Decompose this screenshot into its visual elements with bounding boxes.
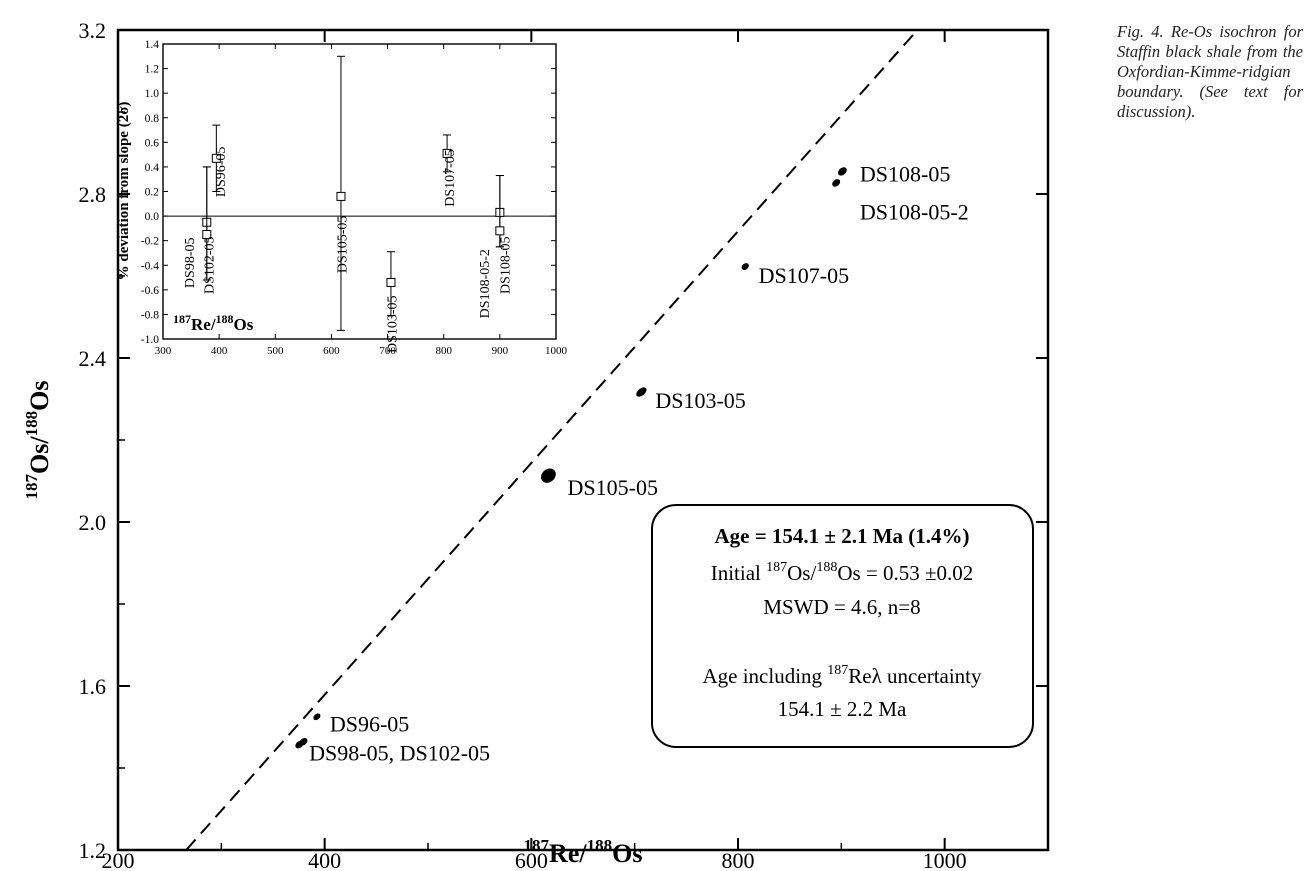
inset-x-tick-label: 900 bbox=[492, 345, 509, 357]
annotation-age-including-value: 154.1 ± 2.2 Ma bbox=[778, 697, 907, 721]
inset-point-label: DS108-05 bbox=[498, 236, 513, 294]
inset-x-tick-label: 800 bbox=[435, 345, 452, 357]
point-label: DS108-05 bbox=[860, 162, 950, 187]
inset-y-tick-label: 0.0 bbox=[145, 211, 160, 223]
inset-x-tick-label: 700 bbox=[379, 345, 396, 357]
y-tick-label: 2.4 bbox=[79, 346, 107, 371]
inset-plot: 300 400 500 600 700 800 900 1000 -1.0 -0.8 -0.6 -0.… bbox=[116, 39, 568, 357]
annotation-age: Age = 154.1 ± 2.1 Ma (1.4%) bbox=[714, 524, 969, 548]
inset-x-tick-label: 500 bbox=[267, 345, 284, 357]
data-point-ellipse bbox=[313, 713, 321, 721]
inset-point bbox=[386, 277, 396, 287]
point-label: DS103-05 bbox=[655, 388, 745, 413]
y-tick-label: 2.0 bbox=[79, 510, 107, 535]
inset-point bbox=[495, 226, 505, 236]
y-axis-label: 187Os/188Os bbox=[22, 381, 54, 500]
data-point-ellipse bbox=[832, 179, 841, 187]
point-label: DS98-05, DS102-05 bbox=[309, 740, 490, 765]
inset-y-tick-label: 0.4 bbox=[145, 162, 160, 174]
inset-points-group bbox=[202, 55, 505, 331]
isochron-line bbox=[185, 29, 919, 851]
inset-point-label: DS102-05 bbox=[203, 236, 218, 294]
figure-caption: Fig. 4. Re-Os isochron for Staffin black… bbox=[1117, 22, 1303, 121]
x-tick-label: 600 bbox=[515, 848, 548, 871]
data-point-ellipse bbox=[299, 737, 308, 746]
inset-x-tick-label: 600 bbox=[323, 345, 340, 357]
data-point-ellipse bbox=[837, 167, 847, 176]
isochron-line-group bbox=[185, 29, 919, 851]
inset-y-tick-label: -0.8 bbox=[141, 309, 159, 321]
data-point-ellipse bbox=[741, 263, 749, 271]
point-label: DS96-05 bbox=[330, 712, 409, 737]
inset-y-tick-label: -0.6 bbox=[141, 285, 159, 297]
inset-y-axis-label: % deviation from slope (2σ) bbox=[116, 102, 132, 281]
point-label: DS107-05 bbox=[759, 263, 849, 288]
inset-labels-group: DS98-05 DS102-05 DS96-05 DS105-05 DS103-05 DS… bbox=[183, 147, 514, 353]
inset-point-label: DS103-05 bbox=[386, 295, 401, 353]
x-tick-label: 200 bbox=[102, 848, 135, 871]
inset-point-label: DS107-05 bbox=[443, 149, 458, 207]
annotation-frame bbox=[651, 504, 1034, 748]
inset-point-label: DS98-05 bbox=[183, 238, 198, 289]
y-tick-label: 1.6 bbox=[79, 674, 107, 699]
y-tick-label: 2.8 bbox=[79, 182, 107, 207]
x-axis-label: 187Re/188Os bbox=[524, 836, 643, 868]
inset-point-label: DS105-05 bbox=[336, 216, 351, 274]
point-label: DS108-05-2 bbox=[860, 200, 969, 225]
data-points-group bbox=[295, 167, 847, 749]
x-tick-label: 400 bbox=[308, 848, 341, 871]
inset-y-tick-label: 1.0 bbox=[145, 88, 160, 100]
inset-y-tick-label: 0.2 bbox=[145, 187, 160, 199]
inset-y-tick-label: -0.4 bbox=[141, 260, 159, 272]
data-point-ellipse bbox=[636, 387, 647, 397]
inset-point bbox=[211, 153, 221, 163]
annotation-mswd: MSWD = 4.6, n=8 bbox=[763, 595, 920, 619]
inset-y-tick-label: -1.0 bbox=[141, 334, 159, 346]
x-tick-label: 1000 bbox=[923, 848, 967, 871]
age-annotation-box: Age = 154.1 ± 2.1 Ma (1.4%) Initial 187O… bbox=[651, 504, 1034, 748]
inset-y-tick-label: -0.2 bbox=[141, 236, 159, 248]
main-axis-ticks: 200 400 600 800 1000 1.2 1.6 2.0 2.4 2.8 3.2 bbox=[79, 18, 1048, 871]
inset-point-label: DS96-05 bbox=[214, 147, 229, 198]
inset-point bbox=[202, 230, 212, 240]
point-label: DS105-05 bbox=[568, 475, 658, 500]
inset-point bbox=[442, 148, 452, 158]
annotation-initial: Initial 187Os/188Os = 0.53 ±0.02 bbox=[711, 560, 974, 585]
inset-y-tick-label: 1.4 bbox=[145, 39, 160, 51]
annotation-age-including: Age including 187Reλ uncertainty bbox=[702, 663, 982, 688]
point-labels-group: DS108-05 DS108-05-2 DS107-05 DS103-05 DS105-… bbox=[309, 162, 969, 766]
inset-x-axis-label: 187Re/188Os bbox=[173, 312, 254, 334]
y-tick-label: 1.2 bbox=[79, 838, 107, 863]
inset-point bbox=[336, 191, 346, 201]
y-tick-label: 3.2 bbox=[79, 18, 107, 43]
inset-plot-frame bbox=[162, 43, 557, 340]
inset-x-tick-label: 1000 bbox=[545, 345, 568, 357]
inset-x-tick-label: 400 bbox=[211, 345, 228, 357]
data-point-ellipse bbox=[540, 468, 556, 483]
x-tick-label: 800 bbox=[722, 848, 755, 871]
inset-y-tick-label: 0.6 bbox=[145, 137, 160, 149]
inset-x-tick-label: 300 bbox=[155, 345, 172, 357]
inset-y-tick-label: 1.2 bbox=[145, 64, 160, 76]
inset-axis-ticks: 300 400 500 600 700 800 900 1000 -1.0 -0.8 -0.6 -0.… bbox=[141, 39, 568, 357]
inset-y-tick-label: 0.8 bbox=[145, 113, 160, 125]
inset-point-label: DS108-05-2 bbox=[478, 249, 493, 318]
